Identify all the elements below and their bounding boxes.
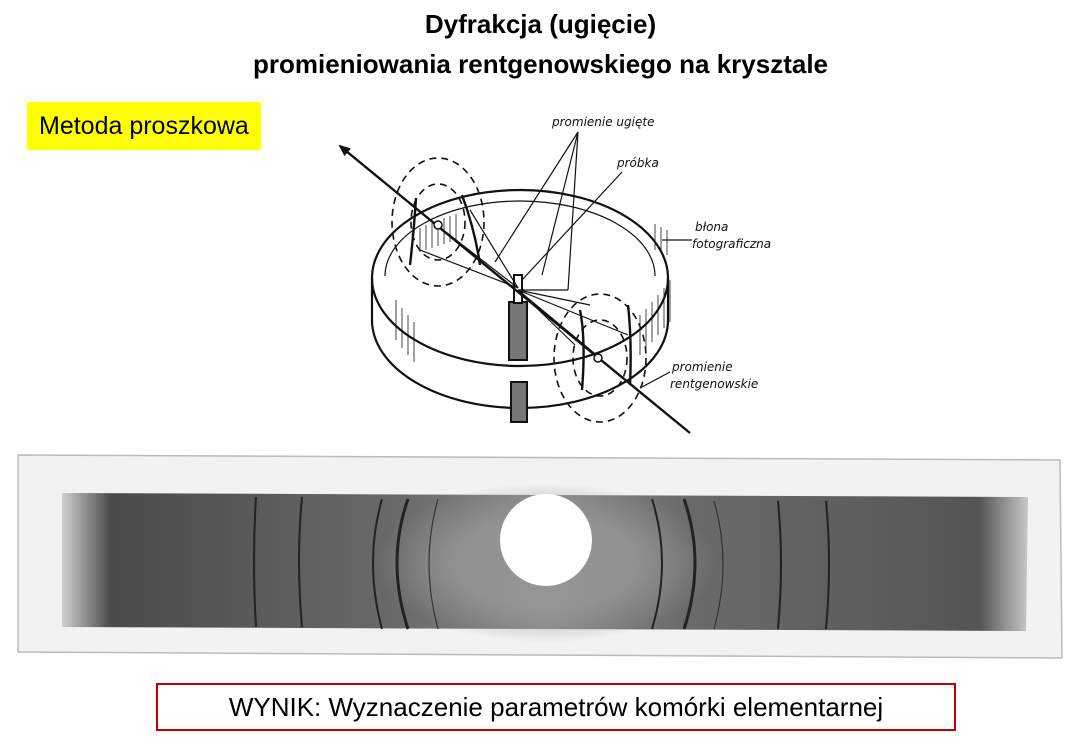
result-box: WYNIK: Wyznaczenie parametrów komórki el… <box>156 683 956 731</box>
label-film-line2: fotograficzna <box>692 237 771 251</box>
leader-lines <box>494 131 692 389</box>
label-film-line1: błona <box>695 220 728 234</box>
label-xray-line1: promienie <box>671 360 733 374</box>
label-xray-line2: rentgenowskie <box>670 377 758 391</box>
page-title-line1: Dyfrakcja (ugięcie) <box>424 9 657 39</box>
debye-scherrer-diagram: promienie ugięte próbka błona fotografic… <box>310 100 830 450</box>
label-diffracted: promienie ugięte <box>551 115 654 129</box>
entry-pinhole <box>433 220 443 230</box>
diffraction-film-photo <box>0 445 1081 670</box>
film-exit-hole <box>500 494 592 586</box>
xray-beam <box>338 144 691 434</box>
label-sample: próbka <box>616 156 659 170</box>
rays <box>419 209 629 359</box>
sample-rod <box>508 274 528 423</box>
exit-pinhole <box>593 353 603 363</box>
method-label: Metoda proszkowa <box>27 102 261 150</box>
page-title-line2: promieniowania rentgenowskiego na kryszt… <box>252 49 829 79</box>
diffraction-cones <box>391 157 647 423</box>
